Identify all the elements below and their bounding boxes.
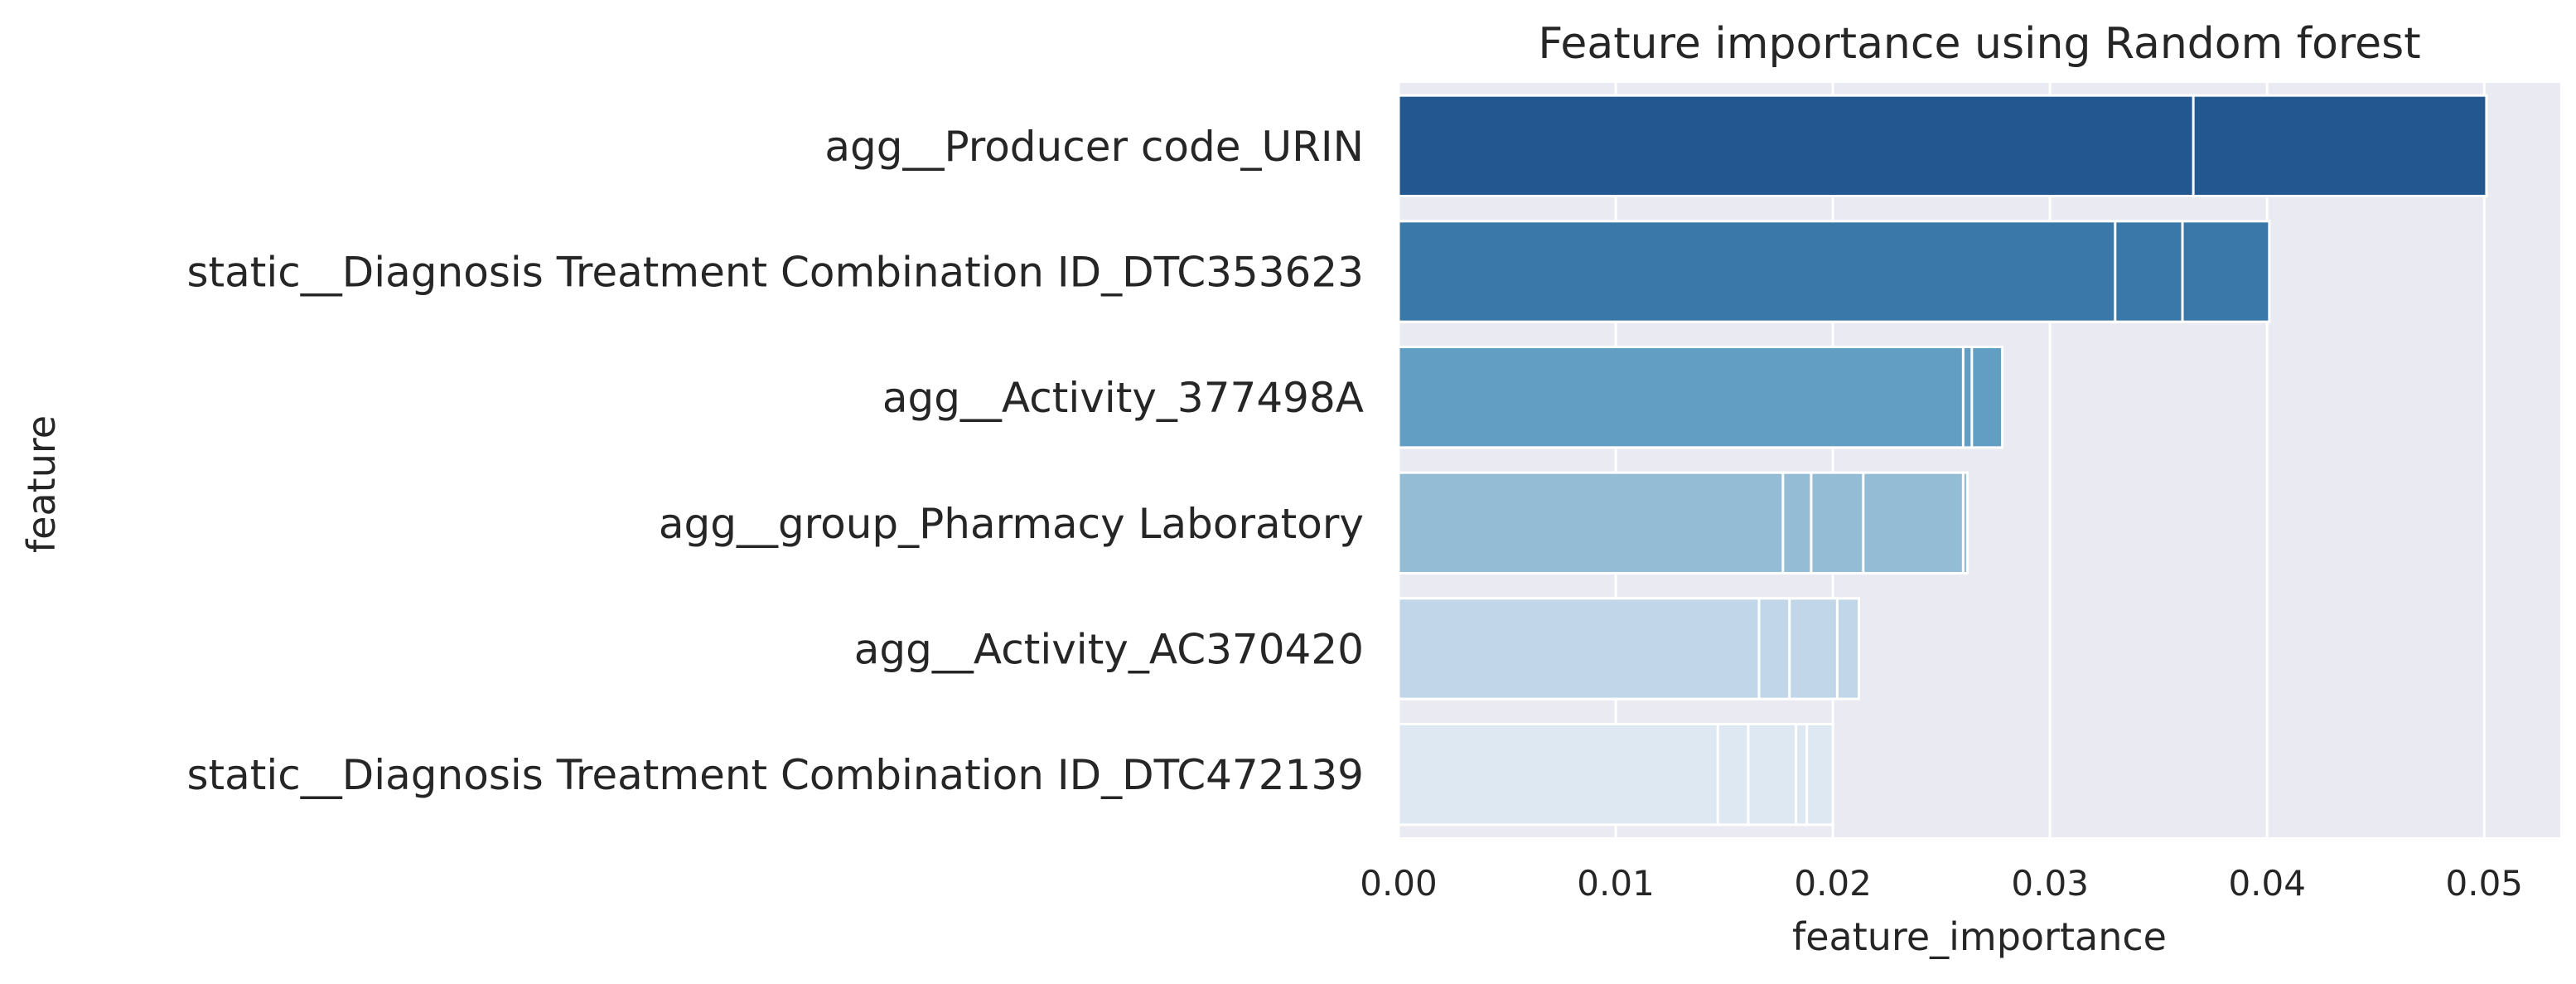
bar [1397,94,2195,197]
x-tick-label: 0.02 [1794,863,1872,904]
chart-title: Feature importance using Random forest [1538,19,2420,69]
x-tick-label: 0.00 [1360,863,1438,904]
y-tick-labels: agg__Producer code_URIN static__Diagnosis… [186,123,1364,799]
bar [1397,597,1761,700]
y-tick-label: static__Diagnosis Treatment Combination … [186,249,1364,297]
bar [1397,723,1719,826]
y-tick-label: agg__Activity_AC370420 [854,626,1364,674]
grid-lines [1397,83,2486,837]
x-axis-label: feature_importance [1792,914,2167,959]
y-axis-label: feature [19,415,64,553]
bars [1397,94,2488,826]
bar [1397,471,1785,575]
x-tick-label: 0.01 [1577,863,1655,904]
x-tick-label: 0.05 [2446,863,2524,904]
bar [1397,346,1965,449]
y-tick-label: agg__Activity_377498A [882,374,1364,422]
x-tick-label: 0.03 [2011,863,2089,904]
plot-background [1399,83,2560,837]
x-tick-labels: 0.00 0.01 0.02 0.03 0.04 0.05 [1360,863,2523,904]
x-tick-label: 0.04 [2228,863,2306,904]
y-tick-label: agg__Producer code_URIN [824,123,1364,171]
y-tick-label: agg__group_Pharmacy Laboratory [659,500,1364,548]
y-tick-label: static__Diagnosis Treatment Combination … [186,751,1364,799]
bar [1397,220,2117,323]
